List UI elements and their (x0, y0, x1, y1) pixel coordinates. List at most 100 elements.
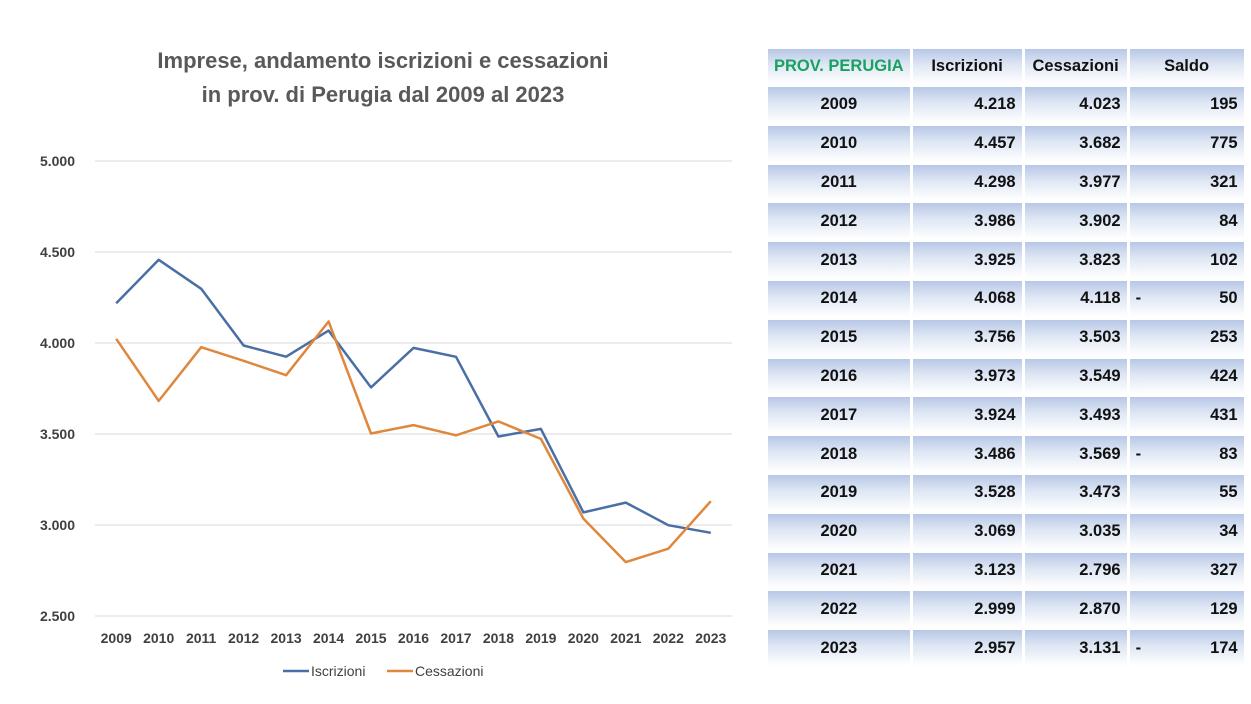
cell-year: 2018 (768, 436, 910, 472)
gridlines (95, 160, 732, 617)
cell-cessazioni: 3.902 (1024, 203, 1127, 240)
y-axis-ticks: 2.500 3.000 3.500 4.000 4.500 5.000 (40, 153, 75, 624)
y-tick-label: 3.500 (40, 426, 75, 442)
table-row: 2013 3.925 3.823 102 (768, 242, 1244, 278)
saldo-value: 129 (1210, 599, 1238, 618)
y-tick-label: 4.500 (40, 244, 75, 260)
cell-saldo: 775 (1129, 125, 1244, 162)
cell-year: 2015 (768, 319, 910, 356)
cell-iscrizioni: 4.218 (912, 87, 1022, 123)
table-row: 2010 4.457 3.682 775 (768, 125, 1244, 162)
line-chart: Imprese, andamento iscrizioni e cessazio… (40, 48, 732, 679)
cell-cessazioni: 3.549 (1024, 358, 1127, 395)
series-line-cessazioni (115, 320, 712, 564)
table-row: 2021 3.123 2.796 327 (768, 552, 1244, 589)
x-tick-label: 2019 (525, 630, 556, 646)
x-tick-label: 2014 (313, 630, 344, 646)
cell-iscrizioni: 3.069 (912, 513, 1022, 550)
table-row: 2017 3.924 3.493 431 (768, 397, 1244, 434)
cell-year: 2021 (768, 552, 910, 589)
chart-canvas: Imprese, andamento iscrizioni e cessazio… (40, 48, 732, 679)
legend-label: Cessazioni (415, 663, 483, 679)
cell-saldo: 55 (1129, 474, 1244, 511)
saldo-value: 321 (1210, 172, 1238, 191)
cell-saldo: 424 (1129, 358, 1244, 395)
saldo-value: 83 (1219, 444, 1238, 463)
cell-saldo: - 50 (1129, 280, 1244, 317)
cell-year: 2017 (768, 397, 910, 434)
saldo-value: 174 (1210, 638, 1238, 657)
cell-iscrizioni: 4.457 (912, 125, 1022, 162)
chart-title-line-1: Imprese, andamento iscrizioni e cessazio… (157, 48, 608, 73)
cell-saldo: 321 (1129, 164, 1244, 201)
saldo-value: 327 (1210, 560, 1238, 579)
table-row: 2015 3.756 3.503 253 (768, 319, 1244, 356)
cell-saldo: 253 (1129, 319, 1244, 356)
cell-saldo: - 174 (1129, 630, 1244, 666)
cell-iscrizioni: 3.986 (912, 203, 1022, 240)
cell-cessazioni: 3.569 (1024, 436, 1127, 472)
cell-saldo: 84 (1129, 203, 1244, 240)
y-tick-label: 2.500 (40, 608, 75, 624)
cell-year: 2014 (768, 280, 910, 317)
x-tick-label: 2023 (695, 630, 726, 646)
cell-saldo: 195 (1129, 87, 1244, 123)
header-iscrizioni: Iscrizioni (912, 49, 1022, 84)
cell-iscrizioni: 3.973 (912, 358, 1022, 395)
cell-cessazioni: 2.796 (1024, 552, 1127, 589)
saldo-value: 34 (1219, 522, 1238, 541)
cell-cessazioni: 3.035 (1024, 513, 1127, 550)
table-row: 2012 3.986 3.902 84 (768, 203, 1244, 240)
cell-year: 2010 (768, 125, 910, 162)
cell-cessazioni: 3.131 (1024, 630, 1127, 666)
table-row: 2016 3.973 3.549 424 (768, 358, 1244, 395)
saldo-sign: - (1135, 289, 1142, 308)
saldo-sign: - (1135, 638, 1142, 657)
x-tick-label: 2016 (398, 630, 429, 646)
cell-iscrizioni: 4.298 (912, 164, 1022, 201)
header-cessazioni: Cessazioni (1024, 49, 1127, 84)
cell-cessazioni: 4.118 (1024, 280, 1127, 317)
data-table: PROV. PERUGIA Iscrizioni Cessazioni Sald… (768, 49, 1251, 666)
x-tick-label: 2020 (568, 630, 599, 646)
cell-iscrizioni: 2.957 (912, 630, 1022, 666)
cell-iscrizioni: 4.068 (912, 280, 1022, 317)
table-row: 2023 2.957 3.131- 174 (768, 630, 1244, 666)
cell-iscrizioni: 3.924 (912, 397, 1022, 434)
x-tick-label: 2015 (355, 630, 386, 646)
x-tick-label: 2017 (440, 630, 471, 646)
saldo-value: 50 (1219, 289, 1238, 308)
series-line-iscrizioni (115, 258, 712, 535)
header-saldo: Saldo (1129, 49, 1244, 84)
cell-iscrizioni: 3.123 (912, 552, 1022, 589)
x-tick-label: 2009 (101, 630, 132, 646)
cell-year: 2020 (768, 513, 910, 550)
x-tick-label: 2013 (271, 630, 302, 646)
table-row: 2018 3.486 3.569- 83 (768, 436, 1244, 472)
cell-year: 2022 (768, 591, 910, 628)
saldo-value: 424 (1210, 366, 1238, 385)
cell-year: 2023 (768, 630, 910, 666)
cell-cessazioni: 2.870 (1024, 591, 1127, 628)
saldo-value: 84 (1219, 211, 1238, 230)
series-lines (115, 258, 712, 564)
cell-saldo: - 83 (1129, 436, 1244, 472)
cell-cessazioni: 3.823 (1024, 242, 1127, 278)
cell-saldo: 34 (1129, 513, 1244, 550)
table-body: 2009 4.218 4.023 195 2010 4.457 3.682 775 2011 4.… (768, 87, 1244, 666)
saldo-value: 431 (1210, 405, 1238, 424)
saldo-value: 102 (1210, 250, 1238, 269)
x-tick-label: 2022 (653, 630, 684, 646)
cell-saldo: 431 (1129, 397, 1244, 434)
saldo-value: 775 (1210, 134, 1238, 153)
table-row: 2022 2.999 2.870 129 (768, 591, 1244, 628)
chart-legend: Iscrizioni Cessazioni (283, 663, 483, 679)
saldo-value: 253 (1210, 328, 1238, 347)
y-tick-label: 5.000 (40, 153, 75, 169)
cell-iscrizioni: 3.486 (912, 436, 1022, 472)
saldo-value: 55 (1219, 483, 1238, 502)
cell-iscrizioni: 2.999 (912, 591, 1022, 628)
cell-iscrizioni: 3.528 (912, 474, 1022, 511)
cell-year: 2013 (768, 242, 910, 278)
table-row: 2014 4.068 4.118- 50 (768, 280, 1244, 317)
